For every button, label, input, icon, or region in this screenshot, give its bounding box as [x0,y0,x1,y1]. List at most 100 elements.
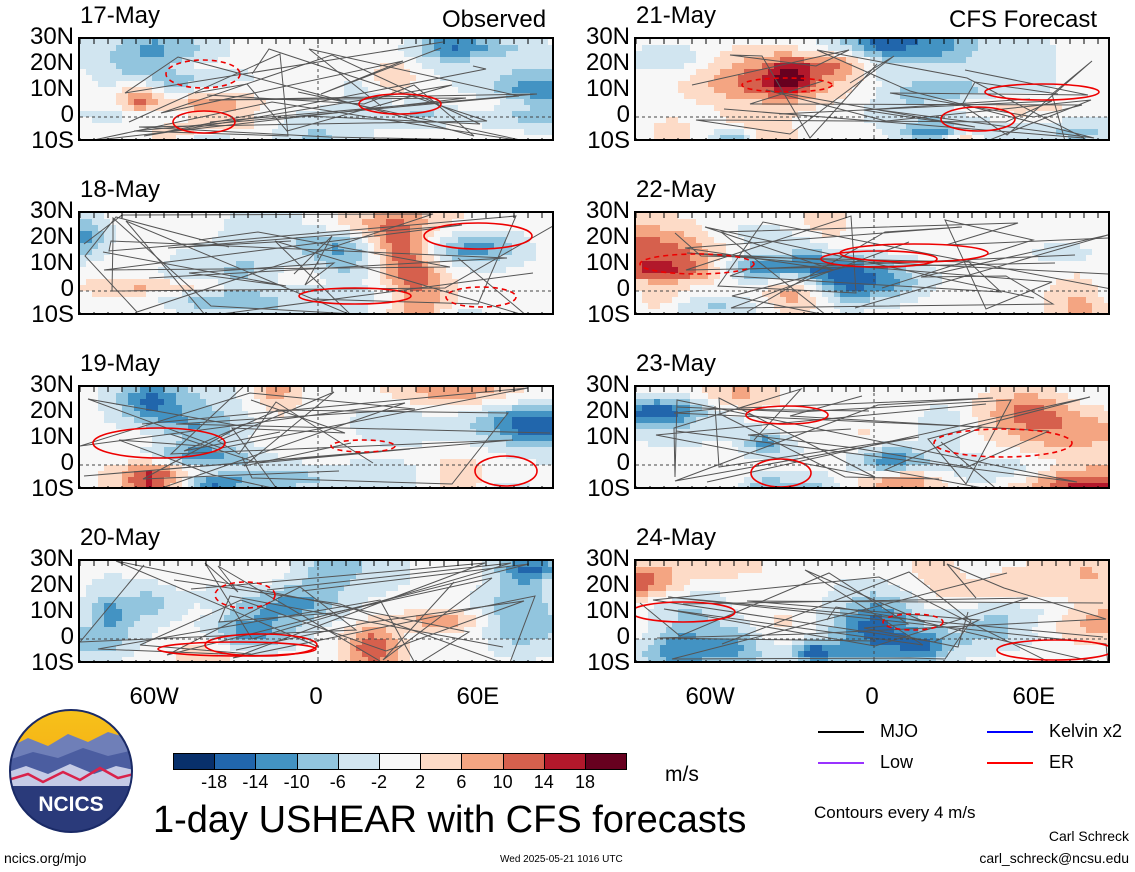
panel-left-1-lat-tick: 10S [31,301,74,328]
panel-left-2-date: 19-May [80,350,161,377]
panel-right-0-date: 21-May [636,2,717,29]
panel-right-0-lat-tick: 0 [616,101,630,128]
panel-right-3-lat-tick: 0 [616,623,630,650]
panel-left-2-map [78,385,554,489]
legend-label: ER [1049,752,1075,772]
panel-right-3-date: 24-May [636,524,717,551]
colorbar-label: 14 [533,772,554,792]
panel-right-1-lat-tick: 0 [616,275,630,302]
panel-left-0-map [78,37,554,141]
panel-right-1-lat-tick: 20N [585,223,630,250]
panel-right-2-lat-tick: 10N [585,423,630,450]
panel-left-2-lat-tick: 10N [29,423,74,450]
forecast-header: CFS Forecast [949,6,1098,33]
panel-right-1-lat-tick: 30N [585,197,630,224]
panel-right-2-lat-tick: 30N [585,371,630,398]
panel-left-1-map [78,211,554,315]
panel-right-3-lat-tick: 10N [585,597,630,624]
colorbar-label: -10 [283,772,310,792]
legend-label: MJO [880,721,918,741]
left-lon-tick: 60E [456,683,500,710]
panel-left-0-lat-tick: 10N [29,75,74,102]
colorbar-label: -18 [201,772,228,792]
panel-left-2-lat-tick: 0 [60,449,74,476]
legend-label: Low [880,752,914,772]
legend-line-er [987,762,1033,764]
panel-left-1-lat-tick: 0 [60,275,74,302]
colorbar-swatch [173,753,216,770]
observed-header: Observed [442,6,547,33]
panel-left-1-lat-tick: 10N [29,249,74,276]
legend-label: Kelvin x2 [1049,721,1123,741]
panel-left-1-lat-tick: 20N [29,223,74,250]
panel-left-3-map [78,559,554,663]
colorbar-swatch [296,753,339,770]
right-lon-tick: 60E [1012,683,1056,710]
logo-text: NCICS [38,793,103,816]
panel-right-3-map [634,559,1110,663]
colorbar-swatch [255,753,298,770]
contours-note: Contours every 4 m/s [814,803,976,822]
colorbar-label: 10 [492,772,513,792]
panel-right-3-lat-tick: 10S [587,649,630,676]
panel-right-0-lat-tick: 10N [585,75,630,102]
panel-right-3-lat-tick: 20N [585,571,630,598]
figure-title: 1-day USHEAR with CFS forecasts [153,799,747,841]
colorbar-label: 6 [456,772,467,792]
panel-left-3-lat-tick: 20N [29,571,74,598]
panel-left-2-lat-tick: 10S [31,475,74,502]
colorbar-label: -14 [242,772,269,792]
panel-right-0-lat-tick: 30N [585,23,630,50]
panel-right-0-lat-tick: 10S [587,127,630,154]
panel-left-0-lat-tick: 0 [60,101,74,128]
panel-left-3-lat-tick: 10N [29,597,74,624]
panel-right-0-map [634,37,1110,141]
author-email[interactable]: carl_schreck@ncsu.edu [979,850,1129,866]
panel-left-3-date: 20-May [80,524,161,551]
left-lon-tick: 60W [129,683,179,710]
panel-left-0-lat-tick: 30N [29,23,74,50]
colorbar-swatch [543,753,586,770]
legend-line-mjo [818,731,864,733]
panel-left-2-lat-tick: 30N [29,371,74,398]
legend-line-low [818,762,864,764]
panel-left-3-lat-tick: 10S [31,649,74,676]
colorbar-label: 2 [415,772,426,792]
colorbar-swatch [420,753,463,770]
legend-line-kelvin [987,731,1033,733]
panel-left-3-lat-tick: 30N [29,545,74,572]
author-name: Carl Schreck [1048,828,1129,844]
panel-right-1-lat-tick: 10N [585,249,630,276]
colorbar-swatch [379,753,422,770]
panel-left-0-date: 17-May [80,2,161,29]
panel-left-1-date: 18-May [80,176,161,203]
panel-right-2-lat-tick: 10S [587,475,630,502]
site-link[interactable]: ncics.org/mjo [4,850,87,866]
colorbar-label: 18 [574,772,596,792]
colorbar-swatch [214,753,257,770]
panel-left-1-lat-tick: 30N [29,197,74,224]
panel-right-0-lat-tick: 20N [585,49,630,76]
right-lon-tick: 60W [685,683,735,710]
timestamp: Wed 2025-05-21 1016 UTC [500,854,623,865]
colorbar-units: m/s [665,763,699,786]
right-lon-tick: 0 [865,683,879,710]
colorbar-swatch [585,753,628,770]
panel-right-2-date: 23-May [636,350,717,377]
left-lon-tick: 0 [309,683,323,710]
colorbar-swatch [337,753,380,770]
colorbar-label: -6 [329,772,346,792]
panel-right-2-map [634,385,1110,489]
panel-left-2-lat-tick: 20N [29,397,74,424]
ncics-logo: NCICS [8,708,134,834]
colorbar-swatch [502,753,545,770]
panel-left-0-lat-tick: 10S [31,127,74,154]
panel-right-3-lat-tick: 30N [585,545,630,572]
colorbar-swatch [461,753,504,770]
panel-left-0-lat-tick: 20N [29,49,74,76]
panel-right-2-lat-tick: 0 [616,449,630,476]
panel-right-1-map [634,211,1110,315]
panel-right-2-lat-tick: 20N [585,397,630,424]
panel-right-1-date: 22-May [636,176,717,203]
panel-left-3-lat-tick: 0 [60,623,74,650]
